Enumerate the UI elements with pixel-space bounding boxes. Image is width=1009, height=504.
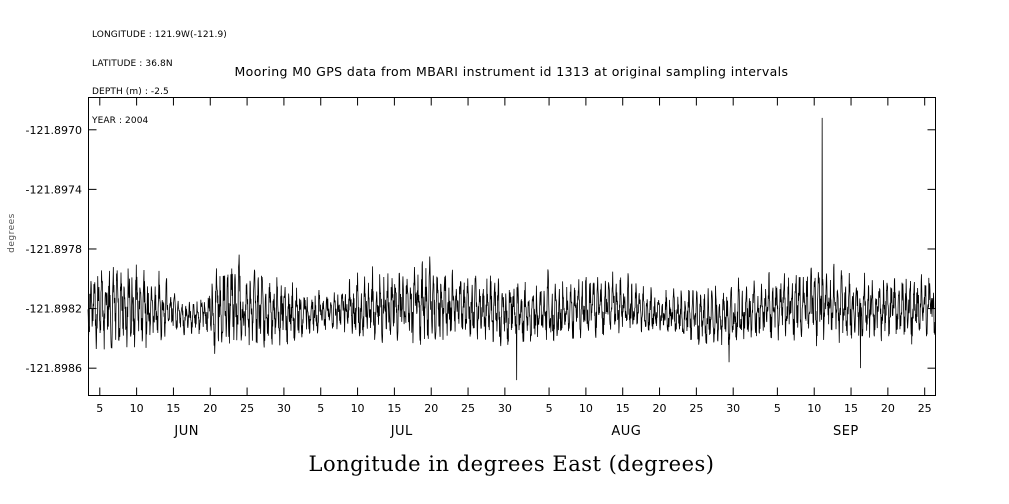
x-tick-label: 30: [726, 402, 740, 415]
month-labels: JUN JUL AUG SEP: [173, 424, 858, 439]
x-tick-label: 25: [240, 402, 254, 415]
x-tick-label: 25: [461, 402, 475, 415]
y-tick-label: -121.8986: [26, 362, 82, 375]
x-tick-label: 10: [351, 402, 365, 415]
header-metadata: LONGITUDE : 121.9W(-121.9) LATITUDE : 36…: [92, 12, 227, 145]
month-label: AUG: [611, 424, 641, 439]
x-tick-label: 15: [616, 402, 630, 415]
y-tick-label: -121.8982: [26, 303, 82, 316]
x-tick-label: 5: [774, 402, 781, 415]
x-tick-label: 15: [387, 402, 401, 415]
month-label: JUN: [173, 424, 199, 439]
x-tick-label: 25: [689, 402, 703, 415]
x-tick-label: 5: [317, 402, 324, 415]
x-axis-title: Longitude in degrees East (degrees): [308, 452, 715, 476]
y-axis-ticks: -121.8970 -121.8974 -121.8978 -121.8982 -121…: [26, 124, 936, 375]
x-tick-label: 5: [96, 402, 103, 415]
month-label: SEP: [833, 424, 859, 439]
metadata-year: YEAR : 2004: [92, 115, 149, 126]
y-tick-label: -121.8970: [26, 124, 82, 137]
x-tick-label: 20: [653, 402, 667, 415]
x-tick-label: 10: [579, 402, 593, 415]
y-tick-label: -121.8974: [26, 183, 82, 196]
x-axis-ticks: 5 10 15 20 25 30 5 10 15 20 25 30 5 10 15 20 25 30 5 10 15 20…: [96, 97, 932, 415]
metadata-depth: DEPTH (m) : -2.5: [92, 87, 169, 97]
x-tick-label: 20: [203, 402, 217, 415]
x-tick-label: 20: [881, 402, 895, 415]
chart-title: Mooring M0 GPS data from MBARI instrumen…: [234, 64, 789, 79]
x-tick-label: 10: [807, 402, 821, 415]
x-tick-label: 30: [498, 402, 512, 415]
data-series-line: [87, 117, 936, 381]
x-tick-label: 15: [166, 402, 180, 415]
metadata-latitude: LATITUDE : 36.8N: [92, 58, 173, 69]
x-tick-label: 25: [918, 402, 932, 415]
month-label: JUL: [390, 424, 413, 439]
y-tick-label: -121.8978: [26, 243, 82, 256]
x-tick-label: 5: [546, 402, 553, 415]
x-tick-label: 30: [277, 402, 291, 415]
x-tick-label: 10: [130, 402, 144, 415]
x-tick-label: 15: [844, 402, 858, 415]
plot-frame: [88, 97, 936, 396]
x-tick-label: 20: [424, 402, 438, 415]
metadata-longitude: LONGITUDE : 121.9W(-121.9): [92, 30, 227, 40]
